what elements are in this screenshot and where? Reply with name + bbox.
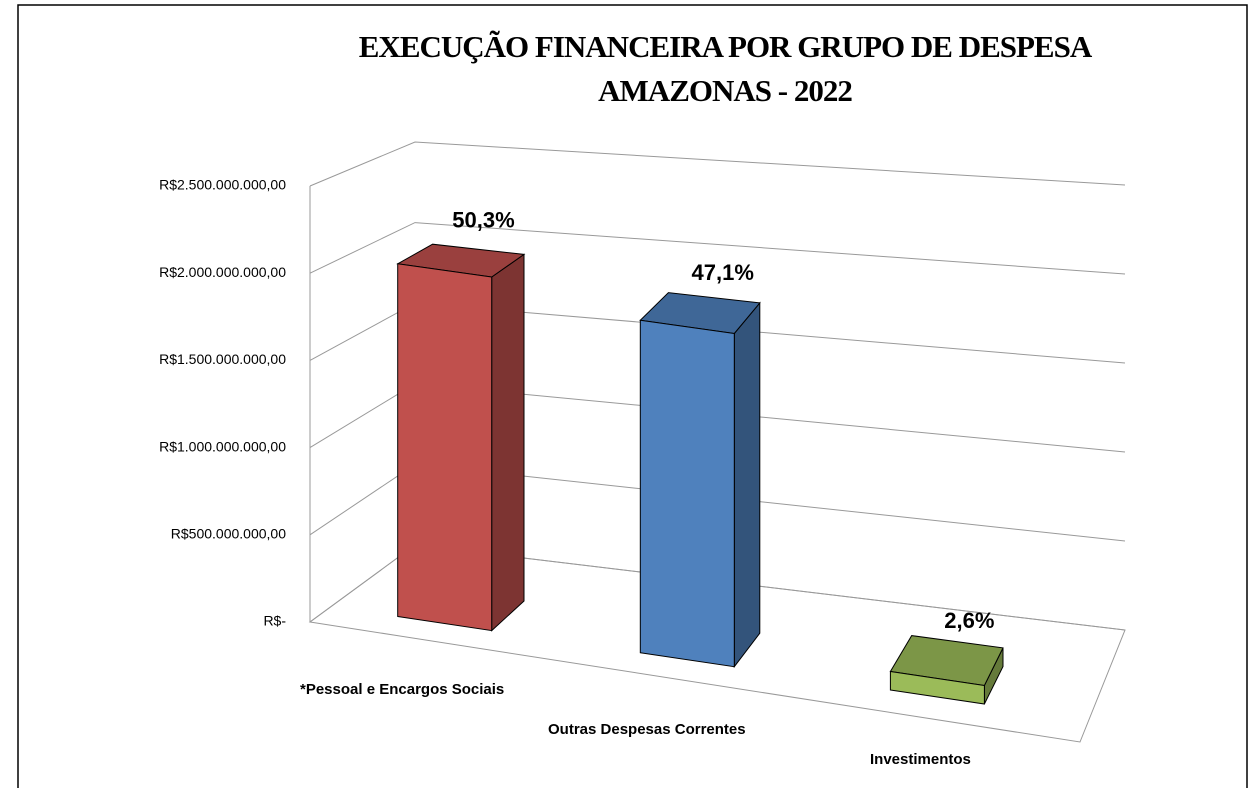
y-tick-label: R$1.000.000.000,00 <box>159 438 286 454</box>
chart-frame <box>17 4 1248 788</box>
y-tick-label: R$500.000.000,00 <box>171 526 286 542</box>
data-label: 2,6% <box>944 608 994 633</box>
y-tick-label: R$1.500.000.000,00 <box>159 351 286 367</box>
data-label: 47,1% <box>692 260 754 285</box>
y-tick-label: R$2.500.000.000,00 <box>159 177 286 193</box>
bar <box>639 319 735 668</box>
x-tick-label: *Pessoal e Encargos Sociais <box>300 681 504 698</box>
bar <box>397 263 493 632</box>
x-tick-label: Investimentos <box>870 751 971 768</box>
grid-line <box>309 222 1126 275</box>
bar-side <box>733 301 761 669</box>
bar-side <box>491 253 525 632</box>
y-tick-label: R$2.000.000.000,00 <box>159 264 286 280</box>
data-label: 50,3% <box>452 208 514 233</box>
chart-title: EXECUÇÃO FINANCEIRA POR GRUPO DE DESPESA <box>359 29 1093 64</box>
grid-line <box>309 141 1126 187</box>
bar <box>889 670 985 705</box>
chart-subtitle: AMAZONAS - 2022 <box>598 73 852 108</box>
x-tick-label: Outras Despesas Correntes <box>548 721 746 738</box>
y-tick-label: R$- <box>263 613 286 629</box>
